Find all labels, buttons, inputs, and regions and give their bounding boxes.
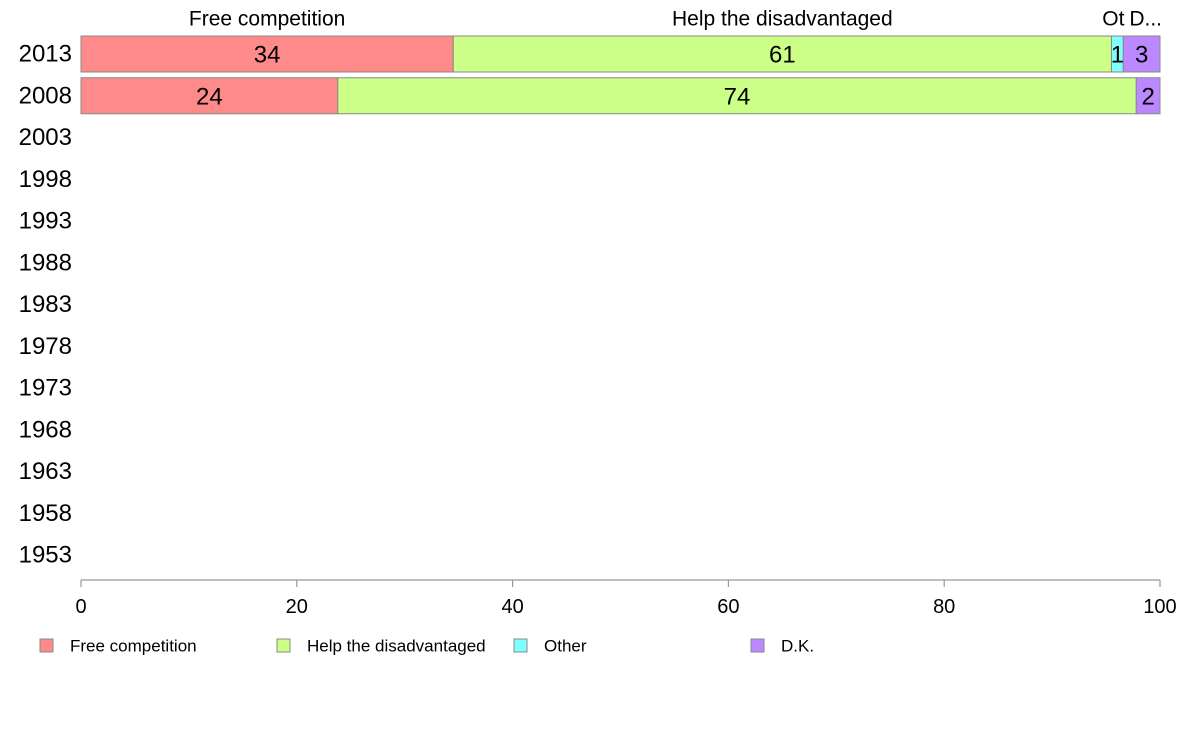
x-tick-label-80: 80 — [933, 596, 955, 618]
data-label-2008-series-1: 74 — [724, 83, 751, 110]
y-tick-label-1953: 1953 — [19, 542, 72, 569]
legend-swatch-3 — [750, 638, 765, 653]
data-label-2013-series-2: 1 — [1111, 42, 1124, 69]
x-axis: 0 20 40 60 80 100 — [75, 579, 1177, 618]
bar-2008-series-3 — [1135, 77, 1161, 115]
y-tick-label-2013: 2013 — [19, 41, 72, 68]
y-tick-label-1968: 1968 — [19, 416, 72, 443]
data-label-2013-series-3: 3 — [1135, 42, 1148, 69]
y-tick-label-1973: 1973 — [19, 375, 72, 402]
y-tick-label-1983: 1983 — [19, 291, 72, 318]
y-tick-label-1978: 1978 — [19, 333, 72, 360]
legend-swatch-0 — [39, 638, 54, 653]
top-category-labels: Free competition Help the disadvantaged Ot… — [189, 8, 1162, 31]
y-tick-label-1993: 1993 — [19, 208, 72, 235]
top-label-3: D... — [1129, 8, 1162, 31]
legend-swatch-1 — [276, 638, 291, 653]
legend-label-0: Free competition — [70, 637, 197, 656]
y-tick-label-1988: 1988 — [19, 249, 72, 276]
x-tick-label-100: 100 — [1143, 596, 1176, 618]
bar-2013-series-1 — [452, 35, 1112, 73]
top-label-1: Help the disadvantaged — [672, 8, 893, 31]
y-tick-label-2008: 2008 — [19, 82, 72, 109]
bar-2013-series-0 — [80, 35, 454, 73]
bars: 34 61 1 3 24 74 2 — [80, 35, 1161, 115]
x-tick-label-60: 60 — [717, 596, 739, 618]
y-axis-tick-labels: 2013 2008 2003 1998 1993 1988 1983 1978 1973 1968… — [19, 41, 72, 569]
x-tick-label-20: 20 — [286, 596, 308, 618]
x-tick-label-0: 0 — [75, 596, 86, 618]
top-label-0: Free competition — [189, 8, 345, 31]
legend-label-3: D.K. — [781, 637, 814, 656]
legend-label-1: Help the disadvantaged — [307, 637, 486, 656]
y-tick-label-1998: 1998 — [19, 166, 72, 193]
bar-2008-series-1 — [337, 77, 1137, 115]
y-tick-label-2003: 2003 — [19, 124, 72, 151]
legend: Free competition Help the disadvantaged Ot… — [39, 637, 814, 656]
y-tick-label-1963: 1963 — [19, 458, 72, 485]
y-tick-label-1958: 1958 — [19, 500, 72, 527]
data-label-2008-series-0: 24 — [196, 83, 223, 110]
data-label-2013-series-1: 61 — [769, 42, 796, 69]
legend-label-2: Other — [544, 637, 587, 656]
top-label-2: Ot — [1102, 8, 1124, 31]
legend-swatch-2 — [513, 638, 528, 653]
data-label-2013-series-0: 34 — [254, 42, 281, 69]
bar-2013-series-3 — [1122, 35, 1161, 73]
x-tick-label-40: 40 — [501, 596, 523, 618]
data-label-2008-series-3: 2 — [1141, 83, 1154, 110]
